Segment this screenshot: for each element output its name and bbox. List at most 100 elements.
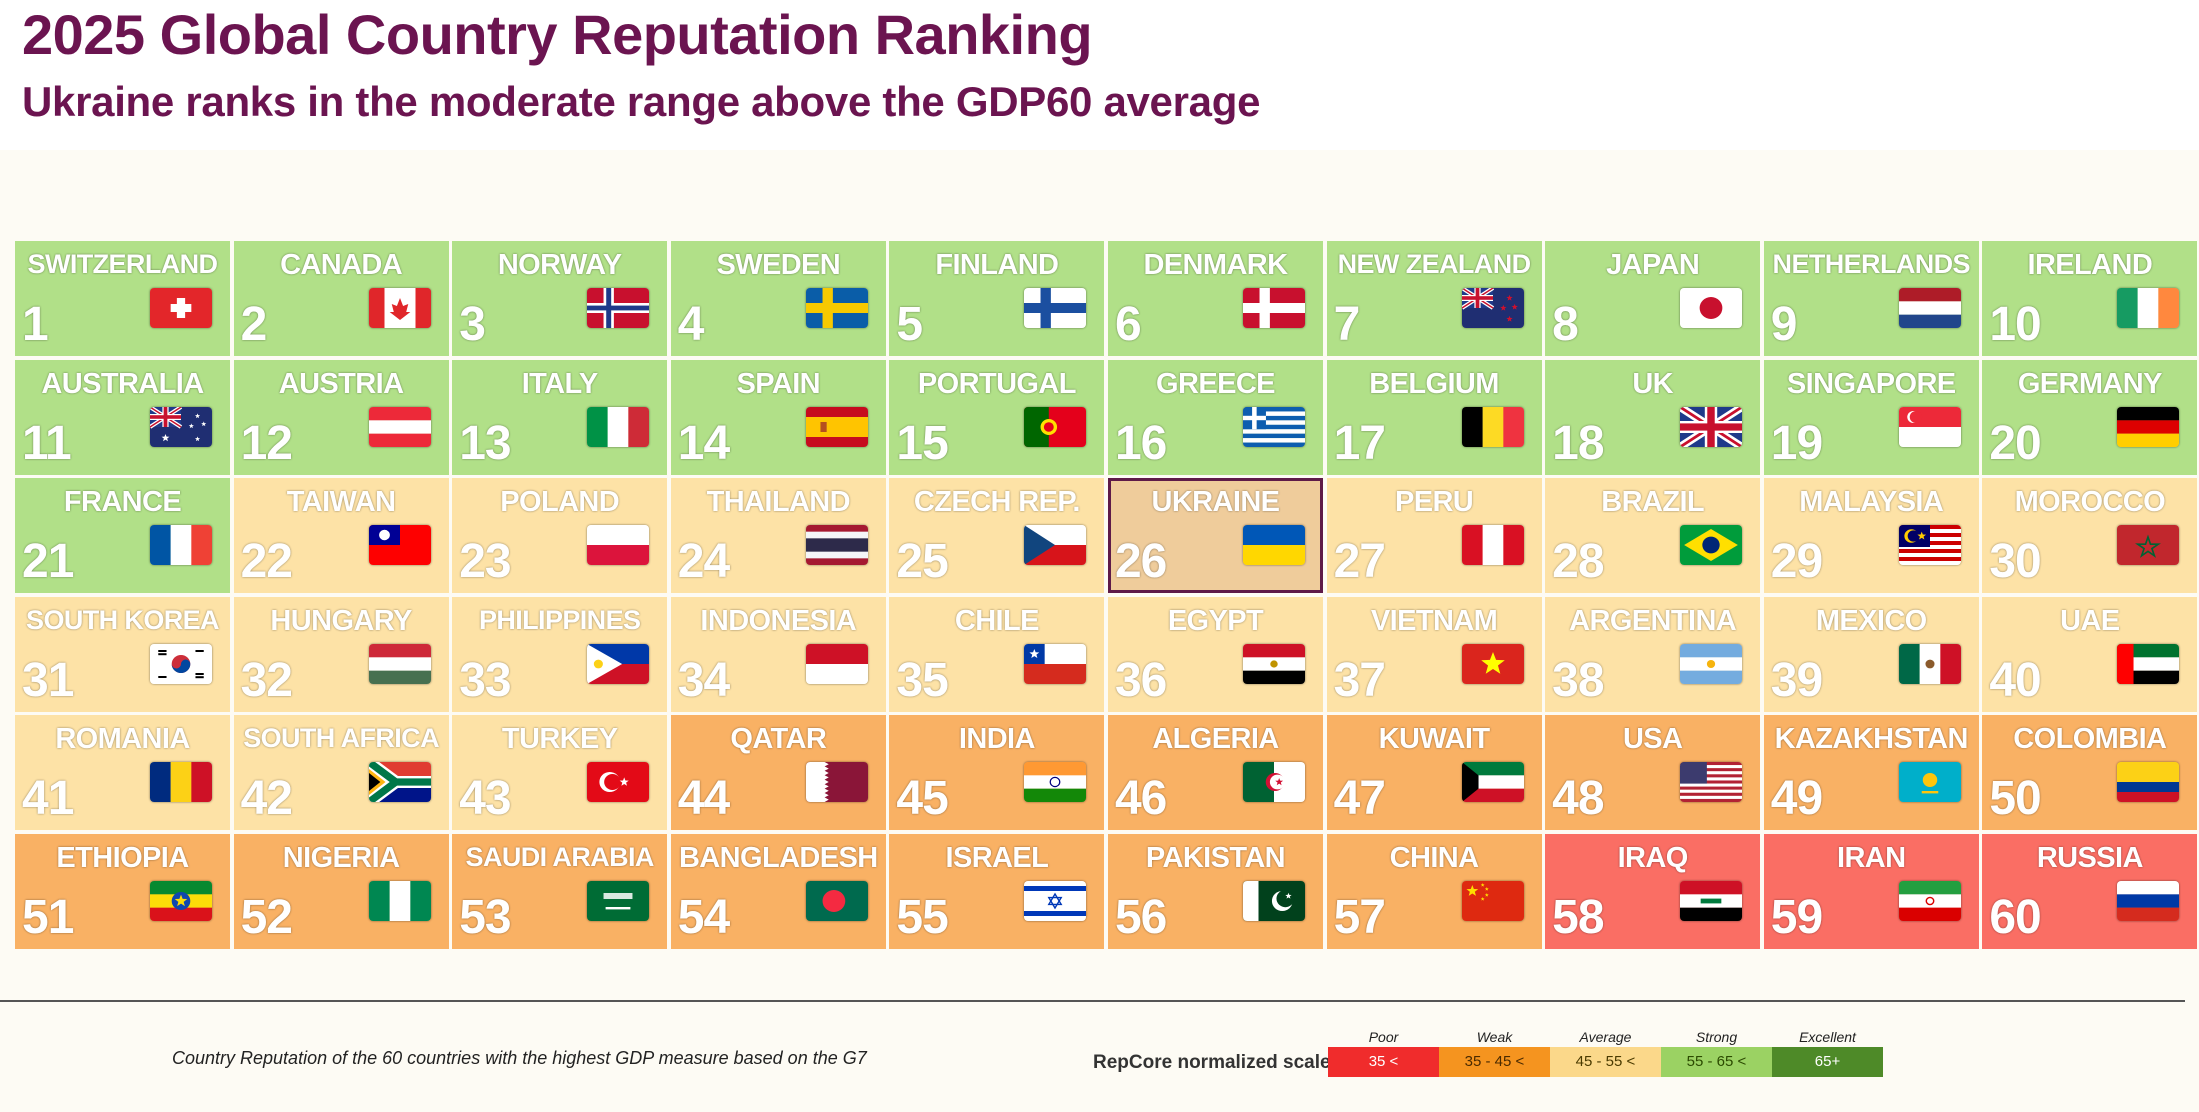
country-name: CZECH REP. (913, 486, 1080, 519)
country-cell: SOUTH KOREA 31 (15, 596, 230, 712)
country-cell: ROMANIA 41 (15, 715, 230, 831)
country-cell: KAZAKHSTAN 49 (1763, 715, 1979, 831)
country-rank: 50 (1989, 772, 2041, 826)
country-cell: UAE 40 (1982, 596, 2198, 712)
belgium-flag-icon (1461, 406, 1524, 447)
singapore-flag-icon (1898, 406, 1961, 447)
country-rank: 17 (1333, 416, 1386, 470)
country-name: SOUTH KOREA (26, 604, 220, 635)
country-rank: 13 (459, 416, 511, 470)
australia-flag-icon (150, 406, 212, 447)
country-rank: 47 (1333, 772, 1386, 826)
country-cell: FINLAND 5 (889, 241, 1105, 356)
country-rank: 23 (459, 535, 511, 589)
country-name: CANADA (280, 249, 403, 281)
country-cell: SOUTH AFRICA 42 (233, 715, 449, 831)
country-rank: 26 (1114, 535, 1167, 589)
country-cell: VIETNAM 37 (1326, 596, 1542, 712)
malaysia-flag-icon (1898, 525, 1961, 566)
country-cell: ISRAEL 55 (889, 833, 1105, 949)
country-name: NEW ZEALAND (1337, 249, 1531, 279)
uae-flag-icon (2117, 643, 2180, 684)
country-rank: 20 (1989, 416, 2041, 470)
country-cell: ETHIOPIA 51 (15, 833, 230, 949)
indonesia-flag-icon (805, 643, 868, 684)
portugal-flag-icon (1024, 406, 1087, 447)
country-cell: PERU 27 (1326, 478, 1542, 594)
scale-segment: Strong 55 - 65 < (1661, 1027, 1772, 1077)
country-name: VIETNAM (1370, 604, 1498, 637)
country-cell: IRAN 59 (1763, 833, 1979, 949)
new-zealand-flag-icon (1461, 288, 1524, 328)
scale-segment-name: Weak (1476, 1029, 1513, 1045)
country-rank: 53 (459, 890, 511, 944)
country-rank: 54 (677, 890, 730, 944)
south-korea-flag-icon (150, 643, 212, 684)
country-cell: PORTUGAL 15 (889, 359, 1105, 475)
country-name: ISRAEL (945, 841, 1049, 874)
country-rank: 57 (1333, 890, 1386, 944)
country-cell: QATAR 44 (670, 715, 886, 831)
scale-segment: Average 45 - 55 < (1550, 1027, 1661, 1077)
country-rank: 32 (240, 653, 293, 707)
country-cell: CHILE 35 (889, 596, 1105, 712)
country-rank: 5 (896, 298, 923, 351)
country-name: SPAIN (736, 367, 821, 400)
country-cell: USA 48 (1545, 715, 1761, 831)
south-africa-flag-icon (368, 762, 431, 803)
ireland-flag-icon (2117, 288, 2180, 328)
country-cell: RUSSIA 60 (1982, 833, 2198, 949)
japan-flag-icon (1680, 288, 1743, 328)
sweden-flag-icon (805, 288, 868, 328)
country-name: FRANCE (63, 486, 182, 519)
scale-segment-range: 55 - 65 < (1661, 1047, 1772, 1077)
nigeria-flag-icon (368, 880, 431, 921)
country-cell: HUNGARY 32 (233, 596, 449, 712)
country-cell: MOROCCO 30 (1982, 478, 2198, 594)
country-name: MEXICO (1815, 604, 1927, 637)
vietnam-flag-icon (1461, 643, 1524, 684)
country-cell: AUSTRALIA 11 (15, 359, 230, 475)
country-cell: CANADA 2 (233, 241, 449, 356)
algeria-flag-icon (1242, 762, 1305, 803)
uk-flag-icon (1680, 406, 1743, 447)
country-cell: TURKEY 43 (452, 715, 668, 831)
country-cell: THAILAND 24 (670, 478, 886, 594)
scale-segment: Poor 35 < (1328, 1027, 1439, 1077)
country-name: ROMANIA (55, 723, 190, 756)
country-name: USA (1622, 723, 1683, 756)
country-name: PERU (1394, 486, 1474, 519)
thailand-flag-icon (805, 525, 868, 566)
country-rank: 22 (240, 535, 293, 589)
country-cell: NEW ZEALAND 7 (1326, 241, 1542, 356)
country-name: SOUTH AFRICA (243, 723, 439, 754)
country-cell: INDIA 45 (889, 715, 1105, 831)
page-title: 2025 Global Country Reputation Ranking (22, 3, 1093, 66)
country-name: KAZAKHSTAN (1774, 723, 1969, 756)
spain-flag-icon (805, 406, 868, 447)
country-cell: PHILIPPINES 33 (452, 596, 668, 712)
country-cell: NETHERLANDS 9 (1763, 241, 1979, 356)
scale-label: RepCore normalized scale (1093, 1052, 1331, 1073)
country-rank: 14 (677, 416, 730, 470)
country-rank: 2 (240, 298, 268, 351)
country-rank: 8 (1552, 298, 1579, 351)
country-name: NORWAY (497, 249, 622, 281)
country-name: AUSTRIA (278, 367, 404, 400)
country-rank: 21 (22, 535, 74, 589)
country-name: NETHERLANDS (1772, 249, 1971, 279)
country-name: PHILIPPINES (478, 604, 641, 635)
country-rank: 59 (1770, 890, 1823, 944)
country-rank: 7 (1333, 298, 1361, 351)
country-rank: 39 (1770, 653, 1823, 707)
country-cell: BANGLADESH 54 (670, 833, 886, 949)
country-rank: 43 (459, 772, 511, 826)
country-cell: EGYPT 36 (1107, 596, 1323, 712)
country-name: GREECE (1156, 367, 1275, 400)
country-rank: 16 (1114, 416, 1167, 470)
country-name: IRAQ (1617, 841, 1689, 874)
country-rank: 6 (1114, 298, 1142, 351)
country-cell: JAPAN 8 (1545, 241, 1761, 356)
country-name: ETHIOPIA (56, 841, 189, 874)
country-rank: 42 (240, 772, 293, 826)
